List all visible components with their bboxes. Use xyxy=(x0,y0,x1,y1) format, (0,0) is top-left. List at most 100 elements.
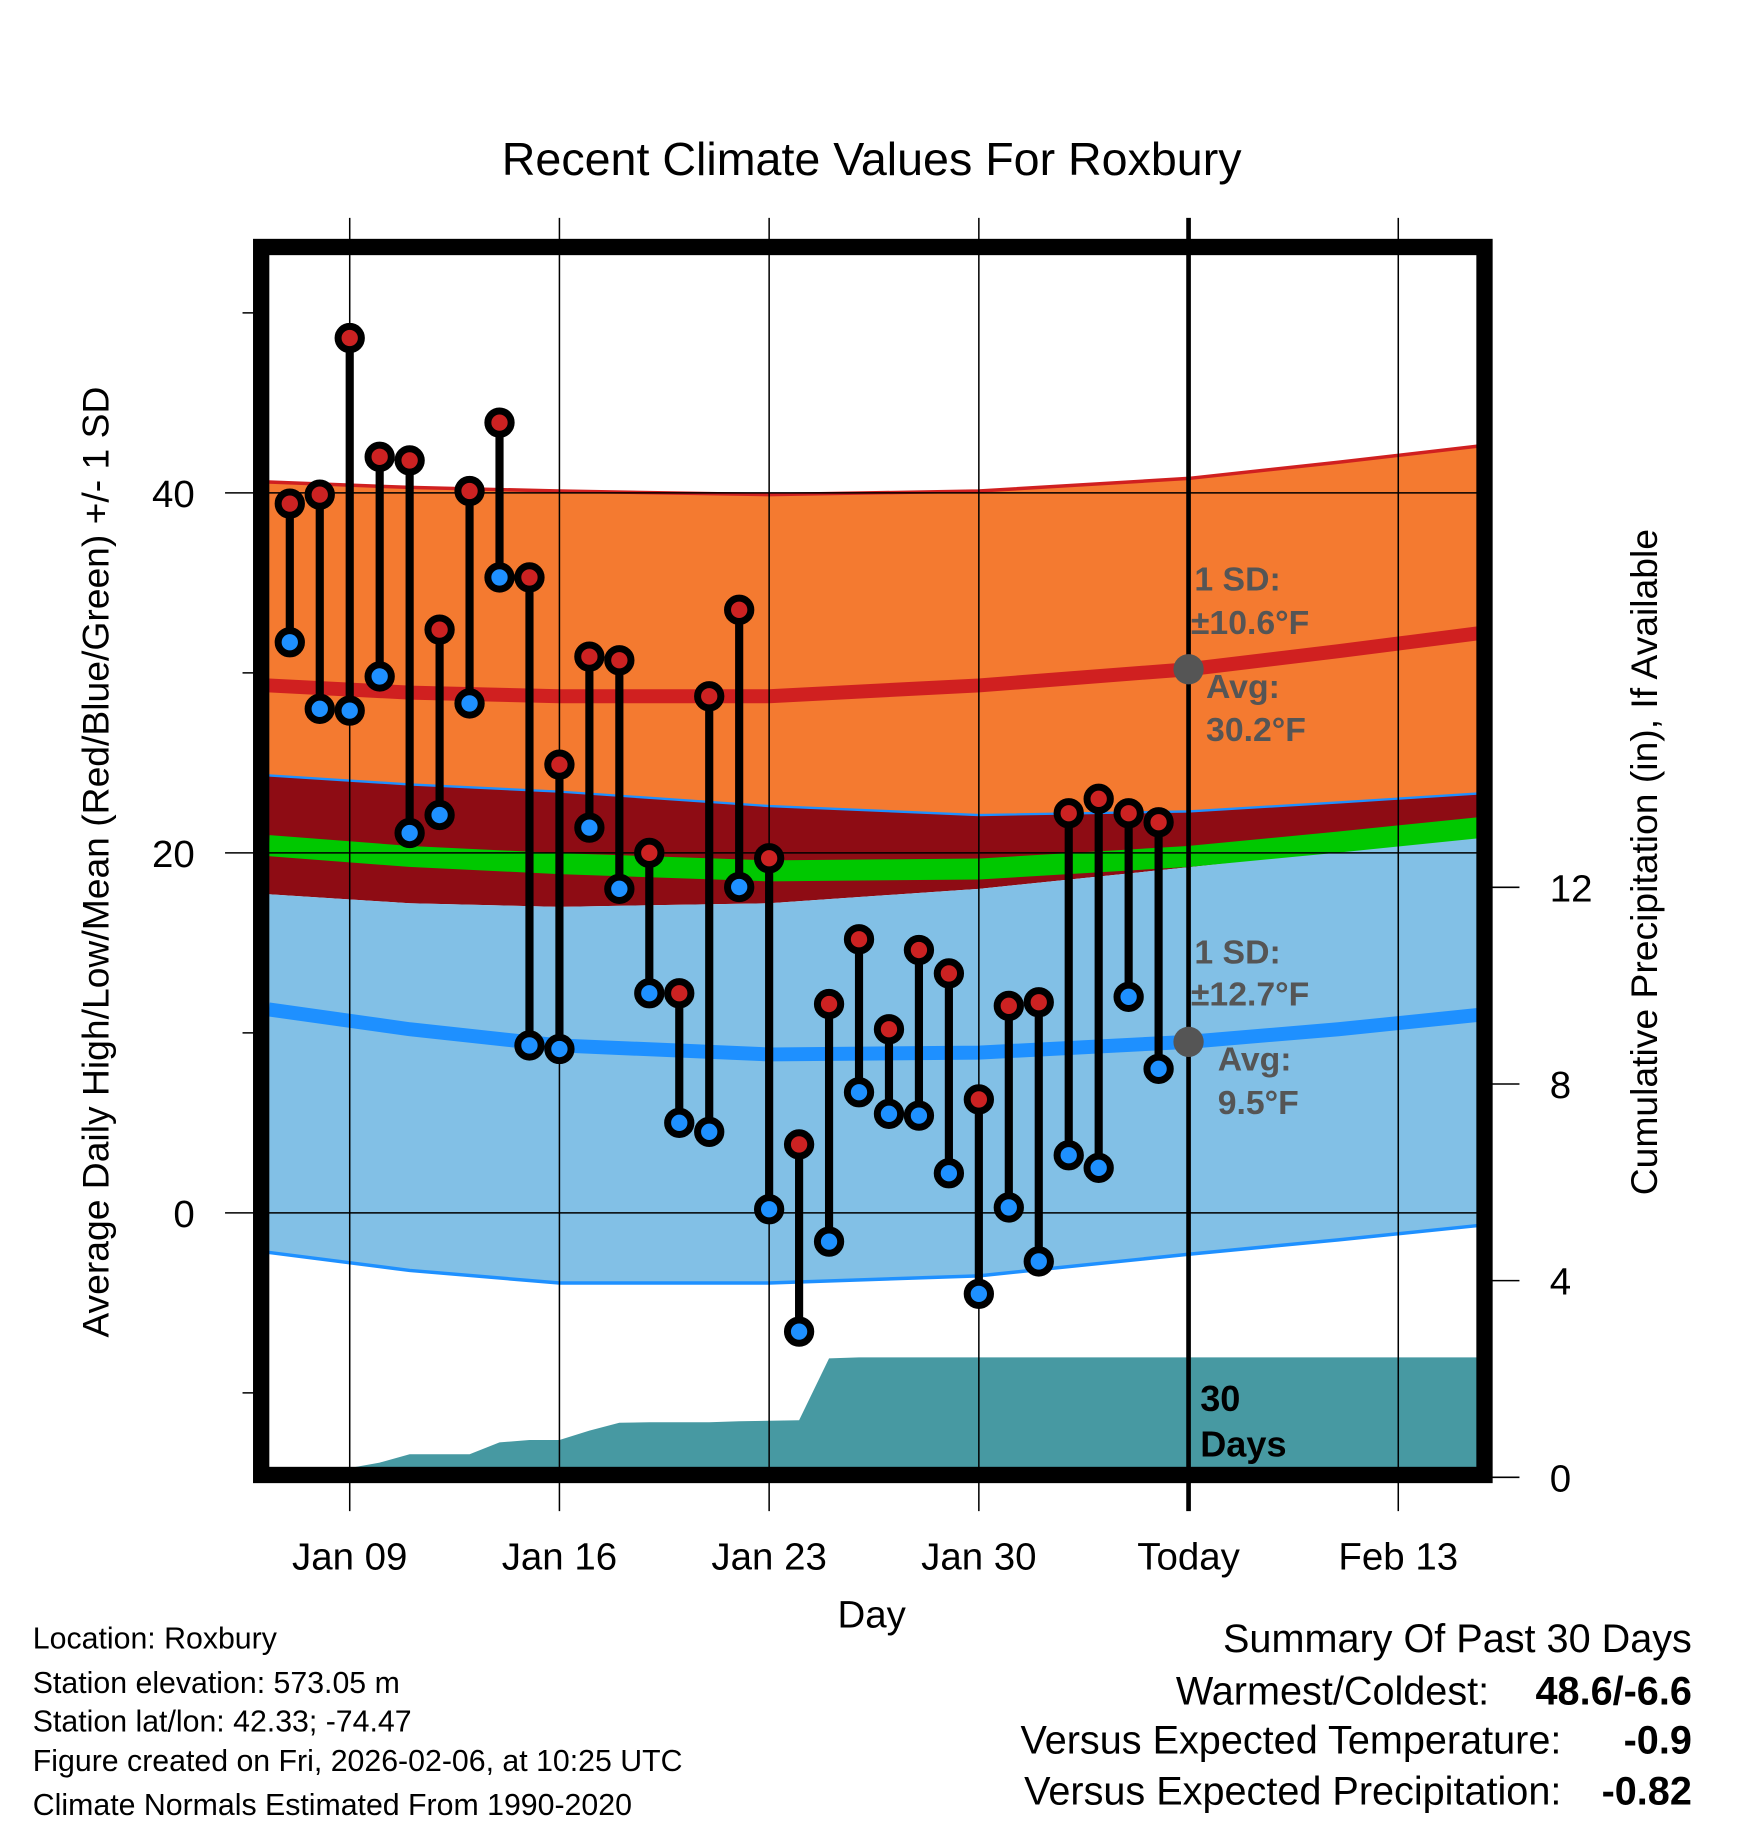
low-point xyxy=(724,871,755,903)
low-sd-label: 1 SD: xyxy=(1194,934,1280,972)
high-avg-marker xyxy=(1173,654,1204,685)
x-tick-label: Jan 23 xyxy=(711,1535,826,1578)
low-point xyxy=(664,1107,695,1138)
elevation-text: Station elevation: 573.05 m xyxy=(33,1667,400,1700)
low-point xyxy=(334,695,365,726)
mean-normal-line xyxy=(268,817,1481,882)
low-point xyxy=(753,1194,785,1225)
low-point xyxy=(843,1077,875,1108)
high-point xyxy=(843,924,875,955)
temp-versus-label: Versus Expected Temperature: xyxy=(1020,1718,1561,1762)
y-tick-label: 0 xyxy=(173,1193,194,1236)
high-point xyxy=(1083,783,1114,814)
high-point xyxy=(334,322,365,354)
low-sd-value: ±12.7°F xyxy=(1191,975,1309,1013)
y-right-axis-label: Cumulative Precipitation (in), If Availa… xyxy=(1623,529,1665,1195)
precipitation-fill xyxy=(340,1357,1480,1468)
high-point xyxy=(454,475,485,507)
y-tick-label: 40 xyxy=(152,473,195,516)
x-tick-label: Feb 13 xyxy=(1338,1535,1458,1578)
high-point xyxy=(753,843,785,874)
high-point xyxy=(813,988,845,1020)
low-point xyxy=(903,1100,935,1131)
x-tick-label: Today xyxy=(1137,1535,1240,1578)
low-point xyxy=(993,1192,1024,1223)
low-point xyxy=(1083,1152,1114,1183)
temp-versus-value: -0.9 xyxy=(1624,1718,1692,1762)
low-avg-label: Avg: xyxy=(1218,1041,1292,1079)
high-point xyxy=(364,441,395,472)
station-info: Location: Roxbury Station elevation: 573… xyxy=(33,1623,683,1823)
high-point xyxy=(634,837,665,868)
high-avg-label: Avg: xyxy=(1206,668,1280,706)
chart-title: Recent Climate Values For Roxbury xyxy=(502,133,1242,185)
low-point xyxy=(694,1116,725,1147)
low-point xyxy=(574,812,605,843)
created-text: Figure created on Fri, 2026-02-06, at 10… xyxy=(33,1745,683,1778)
high-point xyxy=(1053,798,1084,829)
low-point xyxy=(963,1278,994,1309)
low-point xyxy=(364,661,395,692)
plot-frame xyxy=(253,238,1493,1484)
x-axis-label: Day xyxy=(837,1594,906,1637)
high-point xyxy=(963,1084,994,1115)
high-point xyxy=(1143,807,1174,838)
low-point xyxy=(933,1158,965,1189)
latlon-text: Station lat/lon: 42.33; -74.47 xyxy=(33,1705,412,1738)
warmest-coldest-value: 48.6/-6.6 xyxy=(1536,1670,1692,1714)
y-tick-label: 20 xyxy=(152,833,195,876)
low-point xyxy=(394,817,425,849)
high-sd-value: ±10.6°F xyxy=(1191,604,1309,642)
low-point xyxy=(304,693,335,724)
high-point xyxy=(1113,798,1144,829)
summary-title: Summary Of Past 30 Days xyxy=(1223,1617,1692,1661)
low-point xyxy=(634,978,665,1009)
high-point xyxy=(424,614,455,645)
low-point xyxy=(873,1098,905,1129)
high-point xyxy=(484,407,515,438)
high-point xyxy=(394,445,425,476)
high-point xyxy=(783,1129,815,1160)
high-point xyxy=(664,978,695,1009)
high-point xyxy=(574,641,605,672)
high-point xyxy=(544,749,575,780)
low-point xyxy=(783,1316,815,1347)
high-lower-line xyxy=(268,774,1480,817)
high-point xyxy=(873,1014,905,1045)
high-annotation: 1 SD: ±10.6°F Avg: 30.2°F xyxy=(1191,561,1309,749)
window-unit: Days xyxy=(1200,1423,1286,1464)
y-axis-label: Average Daily High/Low/Mean (Red/Blue/Gr… xyxy=(75,387,117,1338)
high-sd-label: 1 SD: xyxy=(1194,561,1280,599)
low-point xyxy=(544,1033,575,1065)
high-point xyxy=(304,479,335,510)
x-tick-label: Jan 16 xyxy=(502,1535,617,1578)
normals-text: Climate Normals Estimated From 1990-2020 xyxy=(33,1789,632,1822)
high-point xyxy=(724,594,755,625)
low-point xyxy=(1053,1140,1084,1171)
high-point xyxy=(604,645,635,676)
y-right-tick-label: 4 xyxy=(1550,1261,1571,1304)
low-avg-value: 9.5°F xyxy=(1218,1084,1299,1122)
normal-bands xyxy=(267,444,1481,1285)
low-point xyxy=(1023,1246,1054,1277)
precip-versus-value: -0.82 xyxy=(1602,1770,1692,1814)
observations xyxy=(274,322,1204,1347)
high-point xyxy=(694,681,725,712)
window-number: 30 xyxy=(1200,1378,1240,1419)
low-avg-marker xyxy=(1173,1026,1204,1057)
high-sd-band xyxy=(268,446,1480,816)
high-point xyxy=(933,958,965,989)
x-tick-label: Jan 30 xyxy=(921,1535,1036,1578)
y-right-tick-label: 0 xyxy=(1550,1457,1571,1500)
low-point xyxy=(484,562,515,593)
low-point xyxy=(604,873,635,904)
low-point xyxy=(813,1226,845,1257)
y-right-tick-label: 8 xyxy=(1550,1064,1571,1107)
low-point xyxy=(424,799,455,831)
high-point xyxy=(274,488,305,519)
low-point xyxy=(514,1030,545,1061)
location-text: Location: Roxbury xyxy=(33,1623,278,1656)
low-point xyxy=(454,688,485,719)
low-point xyxy=(274,627,305,658)
